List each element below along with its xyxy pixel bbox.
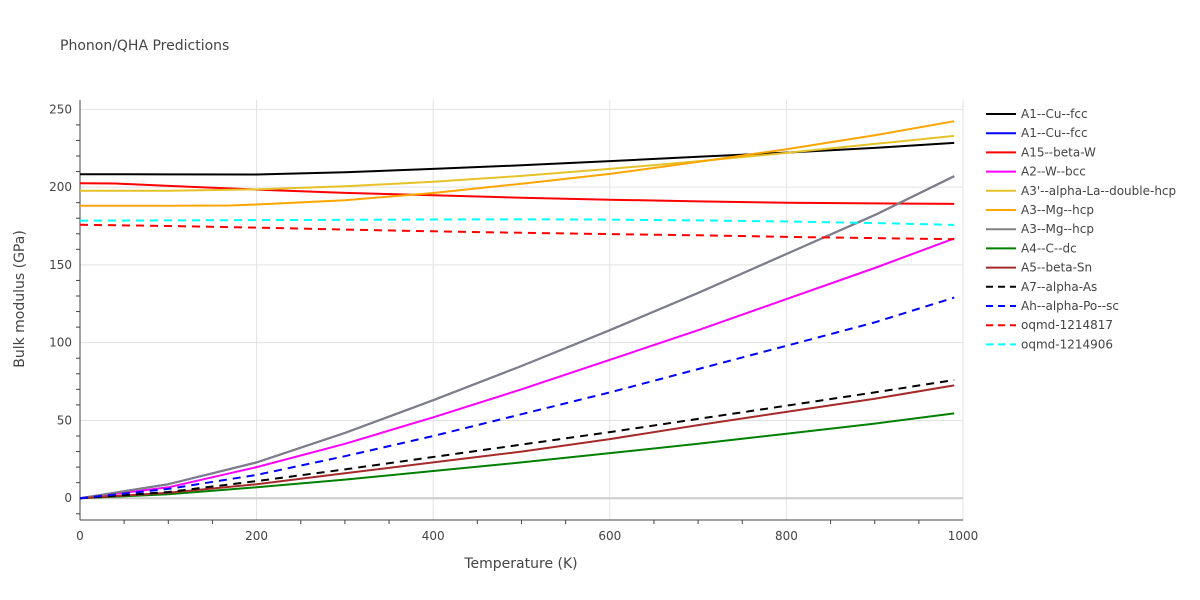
legend-label: A3--Mg--hcp bbox=[1021, 203, 1094, 217]
series-line-0 bbox=[79, 141, 955, 176]
series-line-2 bbox=[79, 182, 955, 205]
x-tick-label: 400 bbox=[422, 529, 445, 543]
legend-item[interactable]: A2--W--bcc bbox=[986, 165, 1086, 179]
legend-label: A3--Mg--hcp bbox=[1021, 222, 1094, 236]
series-line-6 bbox=[79, 175, 955, 500]
y-tick-label: 200 bbox=[49, 180, 72, 194]
axes: 0 200 400 600 800 1000 0 50 100 150 200 250 bbox=[49, 100, 978, 543]
legend-label: A2--W--bcc bbox=[1021, 165, 1086, 179]
x-tick-label: 0 bbox=[76, 529, 84, 543]
legend-label: A1--Cu--fcc bbox=[1021, 126, 1088, 140]
series-group bbox=[79, 120, 955, 500]
chart-title: Phonon/QHA Predictions bbox=[60, 38, 229, 54]
legend-item[interactable]: A5--beta-Sn bbox=[986, 261, 1092, 275]
series-line-3 bbox=[79, 237, 955, 500]
series-line-10 bbox=[79, 296, 955, 500]
legend-label: A3'--alpha-La--double-hcp bbox=[1021, 184, 1176, 198]
series-line-11 bbox=[79, 223, 955, 241]
grid bbox=[80, 100, 964, 520]
y-tick-label: 0 bbox=[64, 491, 72, 505]
legend-label: A5--beta-Sn bbox=[1021, 261, 1092, 275]
series-line-7 bbox=[79, 412, 955, 500]
x-axis-title: Temperature (K) bbox=[463, 556, 577, 572]
series-line-12 bbox=[79, 218, 955, 226]
legend-item[interactable]: A1--Cu--fcc bbox=[986, 107, 1088, 121]
series-line-5 bbox=[80, 120, 955, 207]
x-tick-label: 1000 bbox=[948, 529, 979, 543]
legend-label: A4--C--dc bbox=[1021, 241, 1077, 255]
legend-item[interactable]: oqmd-1214817 bbox=[986, 318, 1113, 332]
series-line-8 bbox=[79, 384, 955, 500]
legend-label: A1--Cu--fcc bbox=[1021, 107, 1088, 121]
legend-label: A7--alpha-As bbox=[1021, 280, 1097, 294]
legend-item[interactable]: A3'--alpha-La--double-hcp bbox=[986, 184, 1176, 198]
y-tick-label: 150 bbox=[49, 258, 72, 272]
legend-item[interactable]: A1--Cu--fcc bbox=[986, 126, 1088, 140]
legend-item[interactable]: A15--beta-W bbox=[986, 145, 1096, 159]
y-axis-title: Bulk modulus (GPa) bbox=[12, 230, 28, 368]
series-line-9 bbox=[79, 379, 955, 500]
legend-item[interactable]: Ah--alpha-Po--sc bbox=[986, 299, 1119, 313]
y-tick-label: 50 bbox=[57, 413, 72, 427]
legend-label: oqmd-1214817 bbox=[1021, 318, 1113, 332]
x-tick-label: 800 bbox=[775, 529, 798, 543]
legend-label: oqmd-1214906 bbox=[1021, 337, 1113, 351]
legend-label: A15--beta-W bbox=[1021, 145, 1096, 159]
series-line-1 bbox=[79, 175, 955, 500]
legend[interactable]: A1--Cu--fcc A1--Cu--fcc A15--beta-W A2--W--… bbox=[986, 107, 1176, 351]
series-line-4 bbox=[80, 134, 955, 192]
y-tick-label: 100 bbox=[49, 336, 72, 350]
legend-item[interactable]: oqmd-1214906 bbox=[986, 337, 1113, 351]
legend-item[interactable]: A3--Mg--hcp bbox=[986, 222, 1094, 236]
y-tick-label: 250 bbox=[49, 102, 72, 116]
x-tick-label: 200 bbox=[245, 529, 268, 543]
legend-item[interactable]: A4--C--dc bbox=[986, 241, 1077, 255]
legend-label: Ah--alpha-Po--sc bbox=[1021, 299, 1119, 313]
legend-item[interactable]: A3--Mg--hcp bbox=[986, 203, 1094, 217]
legend-item[interactable]: A7--alpha-As bbox=[986, 280, 1097, 294]
x-tick-label: 600 bbox=[598, 529, 621, 543]
